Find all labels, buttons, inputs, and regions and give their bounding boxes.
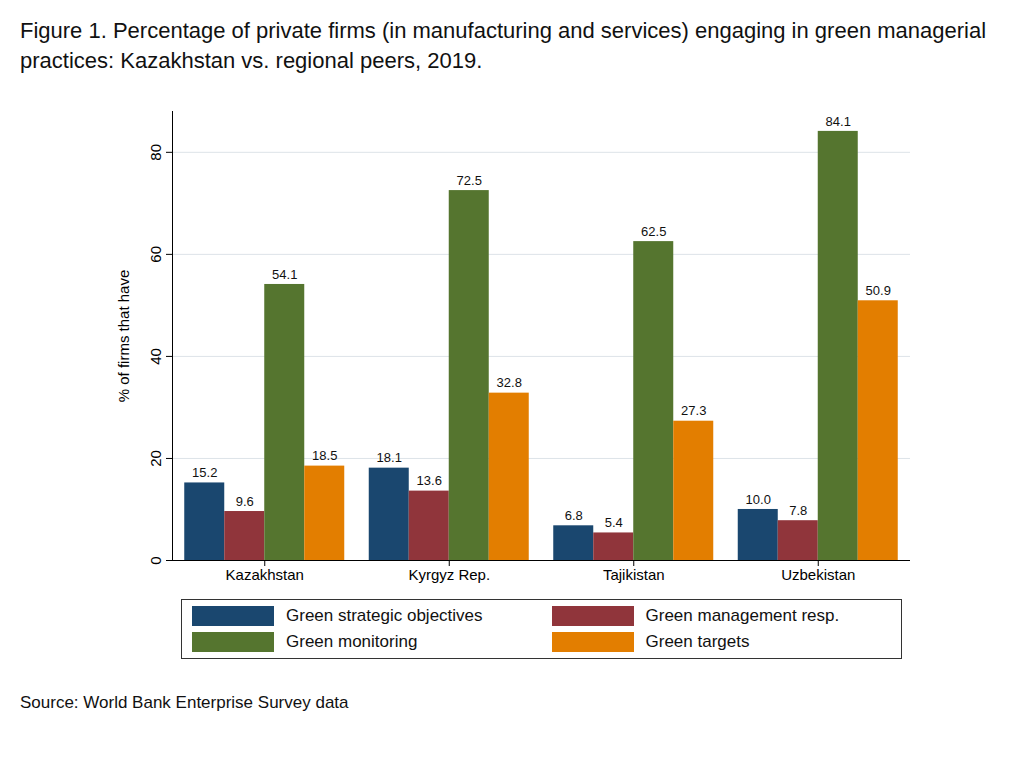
svg-text:50.9: 50.9 [866, 283, 891, 298]
svg-text:Kazakhstan: Kazakhstan [226, 566, 304, 583]
svg-text:20: 20 [147, 450, 164, 467]
html-text:Green strategic objectives: Green strategic objectives [286, 606, 483, 625]
svg-text:Uzbekistan: Uzbekistan [781, 566, 855, 583]
svg-text:15.2: 15.2 [192, 465, 217, 480]
html-text:Green monitoring: Green monitoring [286, 632, 418, 651]
svg-text:13.6: 13.6 [417, 473, 442, 488]
svg-text:7.8: 7.8 [789, 503, 807, 518]
svg-text:40: 40 [147, 348, 164, 365]
svg-text:32.8: 32.8 [497, 375, 522, 390]
svg-text:Tajikistan: Tajikistan [603, 566, 665, 583]
svg-text:18.1: 18.1 [377, 450, 402, 465]
svg-text:84.1: 84.1 [826, 114, 851, 129]
svg-text:6.8: 6.8 [565, 508, 583, 523]
svg-text:5.4: 5.4 [605, 515, 623, 530]
svg-text:80: 80 [147, 144, 164, 161]
svg-text:62.5: 62.5 [641, 224, 666, 239]
svg-text:72.5: 72.5 [457, 173, 482, 188]
svg-text:54.1: 54.1 [272, 267, 297, 282]
svg-text:Kyrgyz Rep.: Kyrgyz Rep. [408, 566, 490, 583]
svg-text:27.3: 27.3 [681, 403, 706, 418]
svg-text:18.5: 18.5 [312, 448, 337, 463]
svg-text:10.0: 10.0 [746, 492, 771, 507]
svg-text:9.6: 9.6 [236, 494, 254, 509]
html-text:Source: World Bank Enterprise: Source: World Bank Enterprise Survey dat… [20, 693, 349, 712]
html-text:Figure 1. Percentage of privat: Figure 1. Percentage of private firms (i… [20, 18, 987, 73]
svg-text:60: 60 [147, 246, 164, 263]
svg-text:0: 0 [147, 556, 164, 564]
svg-text:% of firms that have: % of firms that have [115, 270, 132, 403]
html-text:Green targets: Green targets [645, 632, 750, 651]
html-text:Green management resp.: Green management resp. [645, 606, 840, 625]
